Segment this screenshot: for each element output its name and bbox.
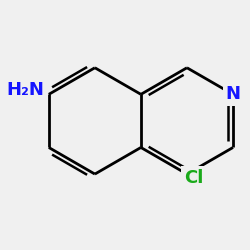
Text: H₂N: H₂N xyxy=(7,81,45,99)
Text: Cl: Cl xyxy=(184,169,203,187)
Text: N: N xyxy=(226,85,240,103)
